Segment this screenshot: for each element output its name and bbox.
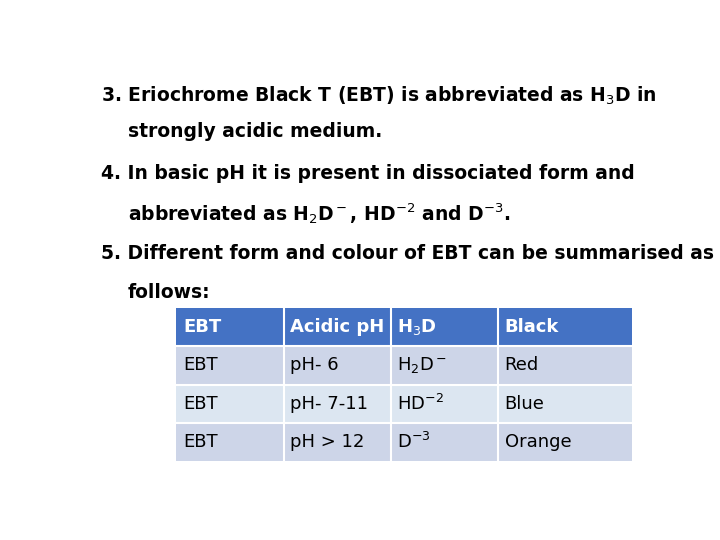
Text: 5. Different form and colour of EBT can be summarised as: 5. Different form and colour of EBT can … (101, 245, 714, 264)
Text: 3. Eriochrome Black T (EBT) is abbreviated as H$_3$D in: 3. Eriochrome Black T (EBT) is abbreviat… (101, 85, 657, 107)
Text: Red: Red (505, 356, 539, 374)
Text: pH- 6: pH- 6 (290, 356, 339, 374)
Bar (498, 423, 632, 461)
Text: H$_3$D: H$_3$D (397, 317, 437, 337)
Text: pH- 7-11: pH- 7-11 (290, 395, 369, 413)
Text: Black: Black (505, 318, 559, 336)
Bar (176, 423, 284, 461)
Bar (284, 384, 391, 423)
Bar (176, 384, 284, 423)
Text: strongly acidic medium.: strongly acidic medium. (128, 122, 382, 141)
Bar (391, 384, 498, 423)
Text: EBT: EBT (183, 356, 218, 374)
Bar (498, 308, 632, 346)
Text: H$_2$D$^-$: H$_2$D$^-$ (397, 355, 447, 375)
Bar (391, 308, 498, 346)
Bar (391, 423, 498, 461)
Bar (498, 384, 632, 423)
Text: EBT: EBT (183, 433, 218, 451)
Text: abbreviated as H$_2$D$^-$, HD$^{-2}$ and D$^{-3}$.: abbreviated as H$_2$D$^-$, HD$^{-2}$ and… (128, 201, 510, 226)
Bar (284, 308, 391, 346)
Bar (284, 423, 391, 461)
Bar (176, 308, 284, 346)
Text: HD$^{-2}$: HD$^{-2}$ (397, 394, 444, 414)
Text: Acidic pH: Acidic pH (290, 318, 384, 336)
Text: D$^{-3}$: D$^{-3}$ (397, 432, 431, 452)
Bar (498, 346, 632, 384)
Text: Blue: Blue (505, 395, 544, 413)
Bar (284, 346, 391, 384)
Bar (391, 346, 498, 384)
Bar (176, 346, 284, 384)
Text: Orange: Orange (505, 433, 571, 451)
Text: EBT: EBT (183, 395, 218, 413)
Text: EBT: EBT (183, 318, 222, 336)
Text: pH > 12: pH > 12 (290, 433, 365, 451)
Text: 4. In basic pH it is present in dissociated form and: 4. In basic pH it is present in dissocia… (101, 164, 635, 183)
Text: follows:: follows: (128, 282, 210, 302)
